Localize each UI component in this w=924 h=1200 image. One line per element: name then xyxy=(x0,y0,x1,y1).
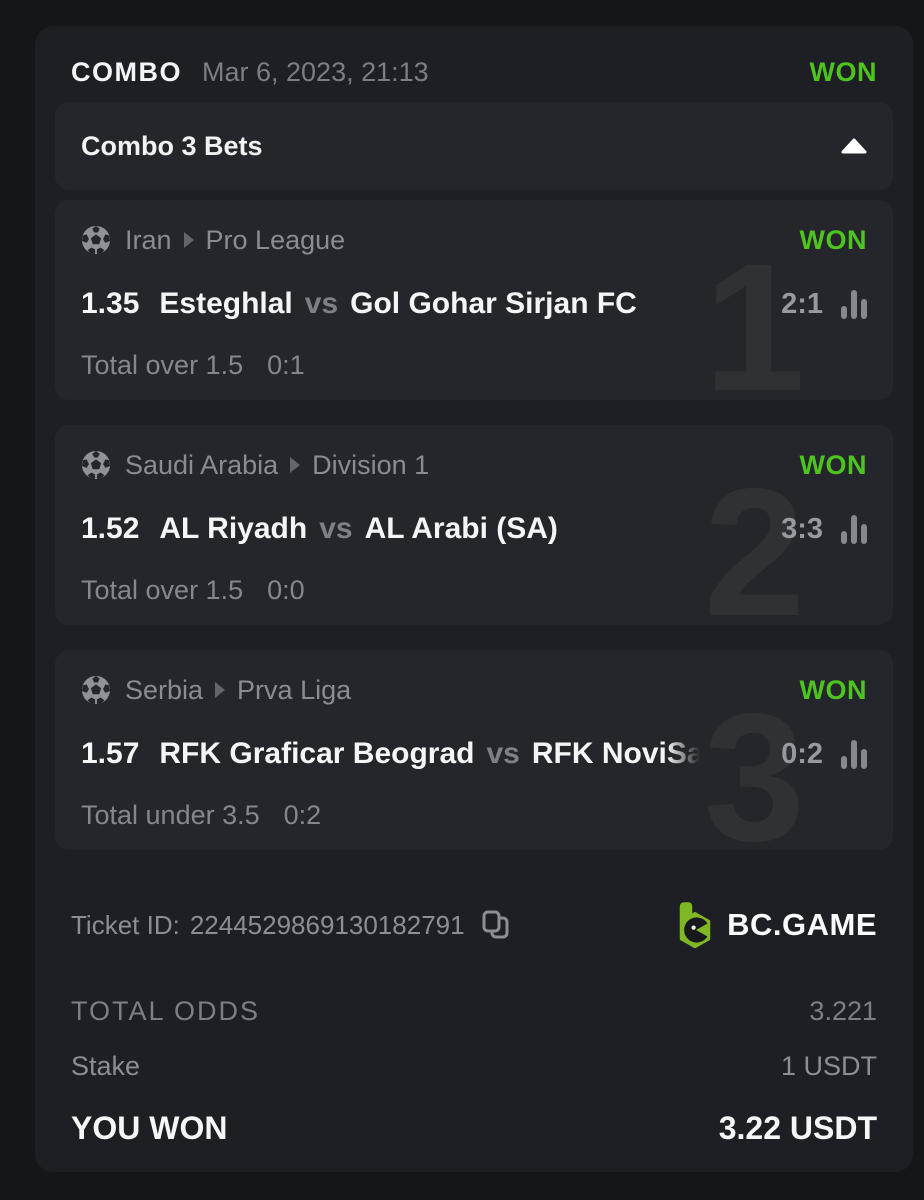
away-team-truncated: Sa xyxy=(666,737,704,770)
match-score: 2:1 xyxy=(781,287,823,320)
leg-odds: 1.52 xyxy=(81,512,140,545)
market-label: Total over 1.5 xyxy=(81,575,244,605)
market-row: Total under 3.5 0:2 xyxy=(81,800,867,831)
bet-type-label: COMBO xyxy=(71,56,182,87)
summary-section: TOTAL ODDS 3.221 Stake 1 USDT YOU WON 3.… xyxy=(55,996,893,1147)
match-row: 1.57 RFK Graficar Beograd vs RFK NoviSa 0:… xyxy=(81,734,867,774)
market-label: Total under 3.5 xyxy=(81,800,260,830)
away-team: RFK Novi xyxy=(531,737,667,770)
league-row: Serbia Prva Liga WON xyxy=(81,674,867,706)
you-won-row: YOU WON 3.22 USDT xyxy=(71,1110,877,1147)
combo-bets-toggle[interactable]: Combo 3 Bets xyxy=(55,102,893,190)
home-team: RFK Graficar Beograd xyxy=(159,737,475,770)
match-score: 0:2 xyxy=(781,737,823,770)
vs-label: vs xyxy=(304,287,339,320)
home-team: Esteghlal xyxy=(159,287,293,320)
stats-bars-icon[interactable] xyxy=(841,514,867,544)
ticket-row: Ticket ID: 2244529869130182791 BC.GAME xyxy=(55,902,893,948)
slip-header: COMBO Mar 6, 2023, 21:13 WON xyxy=(55,26,893,90)
bet-slip-card: COMBO Mar 6, 2023, 21:13 WON Combo 3 Bet… xyxy=(35,26,913,1172)
chevron-up-icon[interactable] xyxy=(841,138,867,154)
combo-bets-label: Combo 3 Bets xyxy=(81,130,263,161)
match-teams: RFK Graficar Beograd vs RFK NoviSa xyxy=(159,737,765,771)
copy-icon[interactable] xyxy=(481,909,511,941)
total-odds-value: 3.221 xyxy=(809,996,877,1026)
leg-odds: 1.35 xyxy=(81,287,140,320)
brand-lockup: BC.GAME xyxy=(673,902,877,948)
you-won-value: 3.22 USDT xyxy=(718,1110,877,1146)
market-label: Total over 1.5 xyxy=(81,350,244,380)
total-odds-label: TOTAL ODDS xyxy=(71,996,261,1026)
you-won-label: YOU WON xyxy=(71,1110,228,1146)
leg-status-badge: WON xyxy=(799,224,867,255)
soccer-ball-icon xyxy=(81,675,111,705)
league-label: Pro League xyxy=(205,224,346,255)
league-label: Prva Liga xyxy=(237,674,352,705)
league-row: Iran Pro League WON xyxy=(81,224,867,256)
bet-leg-3: 3 Serbia Prva Liga WON 1.57 RF xyxy=(55,650,893,850)
bet-datetime: Mar 6, 2023, 21:13 xyxy=(202,56,429,87)
market-row: Total over 1.5 0:0 xyxy=(81,575,867,606)
league-row: Saudi Arabia Division 1 WON xyxy=(81,449,867,481)
vs-label: vs xyxy=(486,737,520,770)
match-row: 1.35 Esteghlal vs Gol Gohar Sirjan FC 2:1 xyxy=(81,284,867,324)
match-row: 1.52 AL Riyadh vs AL Arabi (SA) 3:3 xyxy=(81,509,867,549)
away-team: Gol Gohar Sirjan FC xyxy=(350,287,637,320)
match-teams: AL Riyadh vs AL Arabi (SA) xyxy=(159,512,765,546)
match-score: 3:3 xyxy=(781,512,823,545)
slip-status-badge: WON xyxy=(809,56,877,87)
breadcrumb-arrow-icon xyxy=(215,682,226,698)
league-label: Division 1 xyxy=(312,449,430,480)
country-label: Saudi Arabia xyxy=(125,449,279,480)
market-row: Total over 1.5 0:1 xyxy=(81,350,867,381)
market-score: 0:1 xyxy=(267,350,305,380)
stake-label: Stake xyxy=(71,1051,141,1081)
ticket-id-label: Ticket ID: xyxy=(71,909,180,940)
stats-bars-icon[interactable] xyxy=(841,739,867,769)
country-label: Serbia xyxy=(125,674,204,705)
soccer-ball-icon xyxy=(81,450,111,480)
ticket-id-value: 2244529869130182791 xyxy=(189,909,465,940)
bet-leg-2: 2 Saudi Arabia Division 1 WON 1.52 xyxy=(55,425,893,625)
home-team: AL Riyadh xyxy=(159,512,308,545)
vs-label: vs xyxy=(319,512,353,545)
brand-name: BC.GAME xyxy=(727,907,877,942)
leg-odds: 1.57 xyxy=(81,737,140,770)
match-teams: Esteghlal vs Gol Gohar Sirjan FC xyxy=(159,287,765,321)
country-label: Iran xyxy=(125,224,172,255)
leg-status-badge: WON xyxy=(799,674,867,705)
market-score: 0:0 xyxy=(267,575,305,605)
stats-bars-icon[interactable] xyxy=(841,289,867,319)
leg-status-badge: WON xyxy=(799,449,867,480)
soccer-ball-icon xyxy=(81,225,111,255)
away-team: AL Arabi (SA) xyxy=(364,512,558,545)
bcgame-logo-icon xyxy=(679,902,711,948)
breadcrumb-arrow-icon xyxy=(290,457,301,473)
stake-value: 1 USDT xyxy=(780,1051,877,1081)
stake-row: Stake 1 USDT xyxy=(71,1051,877,1082)
market-score: 0:2 xyxy=(283,800,322,830)
bet-leg-1: 1 Iran Pro League WON 1.35 Est xyxy=(55,200,893,400)
breadcrumb-arrow-icon xyxy=(183,232,194,248)
total-odds-row: TOTAL ODDS 3.221 xyxy=(71,996,877,1027)
